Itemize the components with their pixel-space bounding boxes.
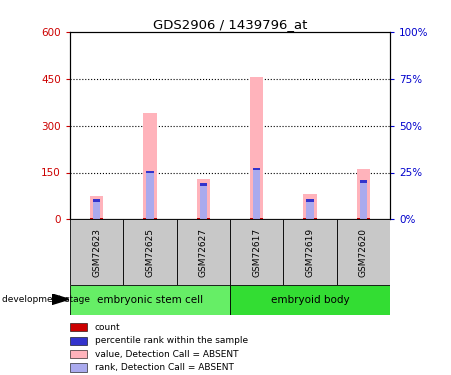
Bar [306, 199, 314, 202]
Title: GDS2906 / 1439796_at: GDS2906 / 1439796_at [153, 18, 307, 31]
Bar [337, 219, 390, 285]
Bar [304, 218, 317, 219]
Bar [357, 218, 370, 219]
Bar [253, 168, 260, 219]
Bar [70, 363, 87, 372]
Bar [197, 179, 210, 219]
Text: value, Detection Call = ABSENT: value, Detection Call = ABSENT [95, 350, 238, 358]
Bar [146, 171, 154, 173]
Text: development stage: development stage [2, 296, 90, 304]
Bar [357, 170, 370, 219]
Text: embryonic stem cell: embryonic stem cell [97, 295, 203, 305]
Text: percentile rank within the sample: percentile rank within the sample [95, 336, 248, 345]
Bar [230, 219, 283, 285]
Bar [230, 285, 390, 315]
Text: embryoid body: embryoid body [271, 295, 350, 305]
Bar [90, 196, 103, 219]
Bar [143, 113, 156, 219]
Bar [306, 199, 314, 219]
Bar [177, 219, 230, 285]
Bar [304, 194, 317, 219]
Bar [70, 219, 123, 285]
Bar [90, 218, 103, 219]
Bar [360, 180, 367, 183]
Bar [197, 218, 210, 219]
Bar [146, 171, 154, 219]
Bar [200, 183, 207, 186]
Bar [70, 337, 87, 345]
Text: rank, Detection Call = ABSENT: rank, Detection Call = ABSENT [95, 363, 234, 372]
Text: GSM72619: GSM72619 [306, 228, 314, 277]
Bar [70, 350, 87, 358]
Bar [70, 285, 230, 315]
Bar [250, 77, 263, 219]
Text: GSM72617: GSM72617 [252, 228, 261, 277]
Bar [200, 183, 207, 219]
Polygon shape [52, 294, 69, 304]
Bar [93, 199, 100, 202]
Bar [250, 218, 263, 219]
Bar [70, 323, 87, 332]
Bar [283, 219, 337, 285]
Bar [253, 168, 260, 170]
Bar [360, 180, 367, 219]
Text: count: count [95, 323, 120, 332]
Text: GSM72620: GSM72620 [359, 228, 368, 277]
Bar [143, 218, 156, 219]
Text: GSM72623: GSM72623 [92, 228, 101, 277]
Bar [123, 219, 177, 285]
Bar [93, 199, 100, 219]
Text: GSM72625: GSM72625 [146, 228, 154, 277]
Text: GSM72627: GSM72627 [199, 228, 208, 277]
